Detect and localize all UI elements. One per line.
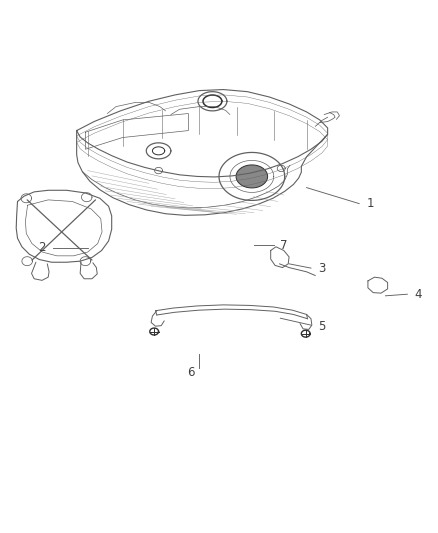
Text: 6: 6 [187,366,194,378]
Text: 3: 3 [318,262,325,274]
Text: 5: 5 [318,320,325,333]
Text: 2: 2 [38,241,46,254]
Text: 1: 1 [366,197,374,210]
Text: 4: 4 [414,288,422,301]
Polygon shape [236,165,268,188]
Text: 7: 7 [280,239,288,252]
